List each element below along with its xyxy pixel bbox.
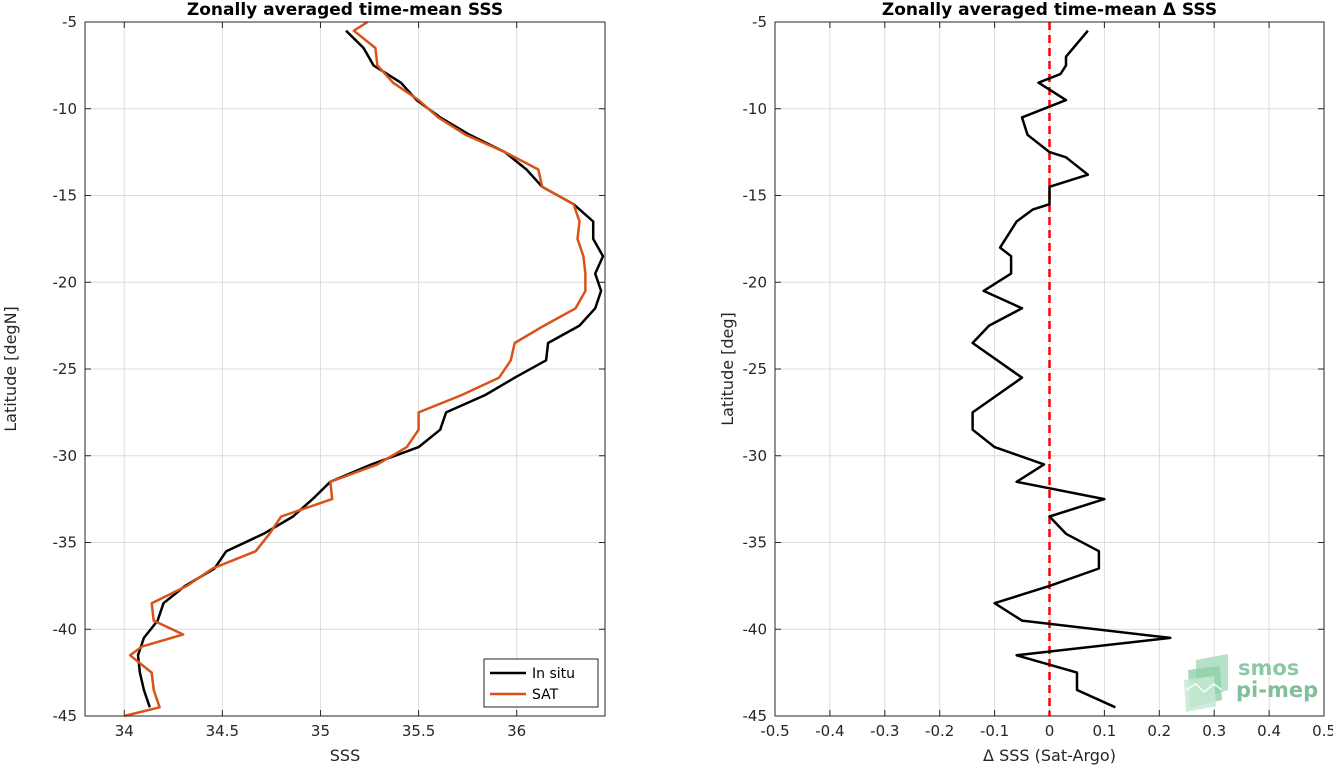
y-tick-label: -40 — [743, 620, 768, 638]
axes-box — [774, 21, 1325, 717]
x-tick-label: 35 — [311, 722, 330, 740]
y-tick-label: -5 — [62, 13, 77, 31]
x-tick-label: 0.3 — [1202, 722, 1226, 740]
chart-title: Zonally averaged time-mean SSS — [187, 0, 503, 20]
y-tick-label: -30 — [53, 447, 78, 465]
y-tick-label: -25 — [743, 360, 768, 378]
sss-panel: 34 34.5 35 35.5 36 -5 -10 -15 -20 -25 -30 -35 -40 -45… — [1, 0, 606, 765]
delta-sss-panel: -0.5 -0.4 -0.3 -0.2 -0.1 0 0.1 0.2 0.3 0.4 0.5 -5 -1… — [718, 0, 1333, 765]
y-tick-label: -5 — [752, 13, 767, 31]
y-tick-label: -25 — [53, 360, 78, 378]
series-line-sat — [123, 20, 587, 718]
smos-pi-mep-logo: smos pi-mep — [1184, 654, 1318, 712]
x-tick-label: 34 — [115, 722, 134, 740]
y-axis-label: Latitude [deg] — [718, 312, 737, 426]
x-tick-label: -0.5 — [760, 722, 789, 740]
x-tick-label: -0.2 — [925, 722, 954, 740]
chart-title: Zonally averaged time-mean Δ SSS — [882, 0, 1217, 20]
y-tick-label: -45 — [743, 707, 768, 725]
y-tick-label: -20 — [53, 273, 78, 291]
legend-entry: SAT — [532, 687, 559, 703]
series-line-delta — [971, 29, 1172, 709]
x-tick-label: -0.4 — [815, 722, 844, 740]
x-axis-label: Δ SSS (Sat-Argo) — [983, 746, 1116, 765]
y-tick-label: -20 — [743, 273, 768, 291]
y-tick-label: -15 — [53, 187, 78, 205]
logo-text-smos: smos — [1238, 656, 1299, 680]
y-tick-label: -30 — [743, 447, 768, 465]
x-tick-label: 35.5 — [402, 722, 435, 740]
y-tick-label: -45 — [53, 707, 78, 725]
y-tick-label: -10 — [53, 100, 78, 118]
y-tick-label: -15 — [743, 187, 768, 205]
y-axis-label: Latitude [degN] — [1, 306, 20, 432]
y-tick-label: -40 — [53, 620, 78, 638]
x-tick-label: 0 — [1045, 722, 1055, 740]
y-tick-label: -10 — [743, 100, 768, 118]
legend-box — [483, 658, 599, 708]
x-tick-label: -0.1 — [980, 722, 1009, 740]
x-axis-label: SSS — [330, 746, 360, 765]
legend-entry: In situ — [532, 666, 575, 682]
x-tick-label: -0.3 — [870, 722, 899, 740]
y-tick-label: -35 — [743, 534, 768, 552]
legend: In situ SAT — [483, 658, 599, 708]
x-tick-label: 34.5 — [206, 722, 239, 740]
x-tick-label: 0.1 — [1092, 722, 1116, 740]
logo-text-pi-mep: pi-mep — [1236, 678, 1318, 702]
x-tick-label: 0.5 — [1312, 722, 1333, 740]
x-tick-label: 0.2 — [1147, 722, 1171, 740]
gridlines — [85, 21, 605, 717]
axes-box — [84, 21, 606, 717]
logo-mark-icon — [1184, 654, 1228, 712]
x-tick-label: 0.4 — [1257, 722, 1281, 740]
y-tick-label: -35 — [53, 534, 78, 552]
x-tick-label: 36 — [507, 722, 526, 740]
